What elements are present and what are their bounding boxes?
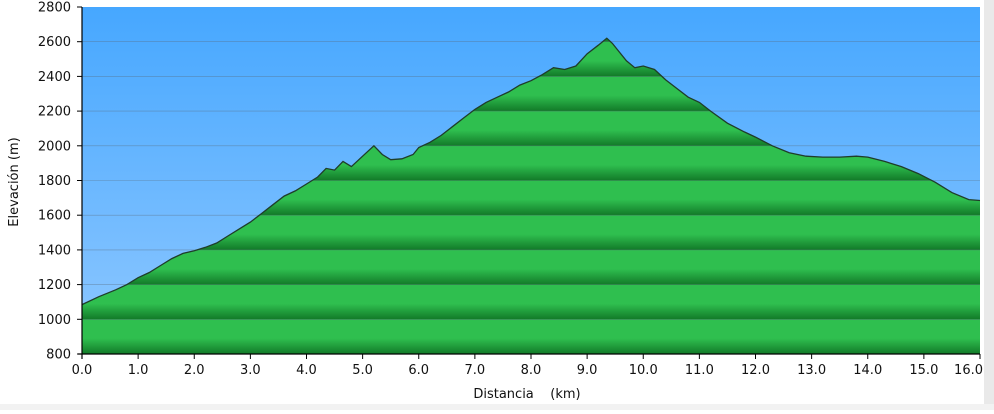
x-tick-label: 3.0	[240, 363, 261, 378]
y-tick-label: 2000	[38, 139, 71, 154]
x-tick-label: 15.0	[909, 363, 938, 378]
x-tick-label: 6.0	[408, 363, 429, 378]
y-tick-label: 2600	[38, 35, 71, 50]
bottom-border	[0, 404, 994, 410]
x-tick-label: 13.0	[797, 363, 826, 378]
terrain-band	[82, 249, 980, 285]
x-axis-title: Distancia (km)	[473, 387, 580, 402]
x-tick-label: 11.0	[685, 363, 714, 378]
x-tick-label: 14.0	[853, 363, 882, 378]
x-tick-label: 4.0	[296, 363, 317, 378]
x-tick-label: 7.0	[465, 363, 486, 378]
x-tick-label: 2.0	[184, 363, 205, 378]
y-axis-title: Elevación (m)	[7, 137, 22, 226]
y-tick-label: 1800	[38, 174, 71, 189]
y-tick-label: 1600	[38, 209, 71, 224]
y-tick-label: 1400	[38, 243, 71, 258]
y-tick-label: 800	[46, 348, 71, 363]
y-tick-label: 1000	[38, 313, 71, 328]
x-tick-label: 8.0	[521, 363, 542, 378]
y-tick-label: 2400	[38, 70, 71, 85]
y-tick-label: 2800	[38, 1, 71, 16]
y-tick-label: 2200	[38, 105, 71, 120]
tick-labels: 800 1000 1200 1400 1600 1800 2000 2200 2400 2600 2…	[38, 1, 983, 379]
x-tick-label: 12.0	[741, 363, 770, 378]
elevation-outline	[81, 37, 981, 306]
terrain-band	[82, 319, 980, 354]
y-tick-label: 1200	[38, 278, 71, 293]
x-tick-label: 5.0	[352, 363, 373, 378]
x-tick-label: 16.0	[954, 363, 983, 378]
elevation-line	[81, 37, 981, 306]
x-tick-label: 1.0	[128, 363, 149, 378]
axes	[78, 7, 980, 359]
x-tick-label: 0.0	[72, 363, 93, 378]
right-border	[984, 0, 994, 410]
x-tick-label: 10.0	[629, 363, 658, 378]
x-tick-label: 9.0	[577, 363, 598, 378]
gridlines	[82, 41, 980, 320]
terrain-band	[82, 284, 980, 320]
